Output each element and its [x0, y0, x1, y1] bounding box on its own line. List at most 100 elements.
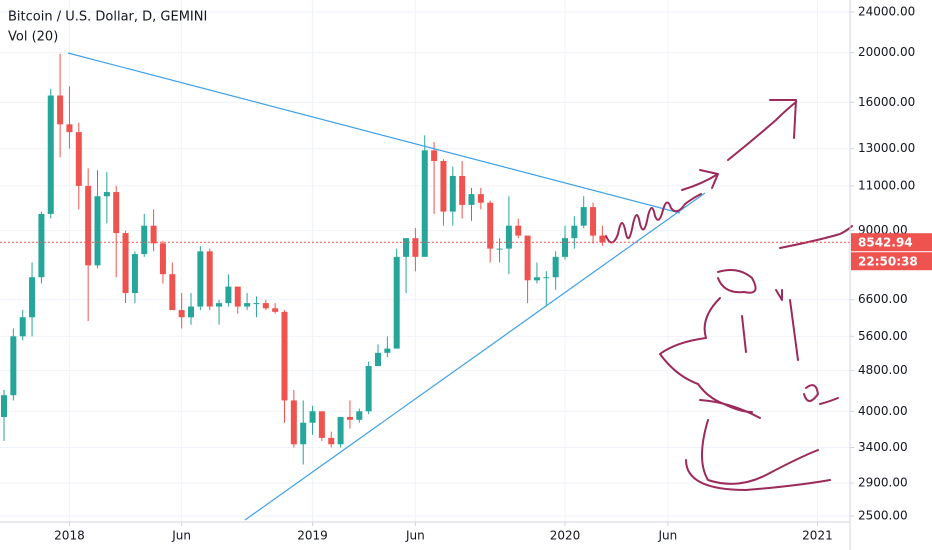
candle-body: [309, 411, 316, 423]
candle-body: [150, 225, 157, 244]
candle-body: [356, 411, 363, 420]
trend-line[interactable]: [67, 52, 681, 214]
y-tick-label: 20000.00: [858, 45, 915, 59]
candle-body: [449, 175, 456, 212]
last-price-box: [851, 233, 932, 252]
candle-body: [346, 416, 353, 420]
y-tick-label: 16000.00: [858, 95, 915, 109]
candle-body: [487, 202, 494, 249]
y-tick-label: 2500.00: [858, 509, 908, 523]
x-tick-label: Jun: [657, 529, 677, 543]
y-tick-label: 5600.00: [858, 329, 908, 343]
candle-body: [440, 160, 447, 212]
candle-body: [599, 235, 606, 243]
candle-body: [169, 274, 176, 311]
candle-body: [272, 308, 279, 312]
x-tick-label: Jun: [405, 529, 425, 543]
candle-body: [159, 243, 166, 275]
candle-body: [131, 254, 138, 294]
y-tick-label: 24000.00: [858, 5, 915, 19]
y-tick-label: 11000.00: [858, 178, 915, 192]
candle-body: [122, 233, 129, 294]
y-tick-label: 4000.00: [858, 404, 908, 418]
axes: 24000.00 20000.00 16000.00 13000.00 11000.00…: [54, 5, 932, 543]
candle-body: [10, 336, 17, 396]
y-tick-label: 3400.00: [858, 440, 908, 454]
candle-body: [57, 95, 64, 125]
candle-body: [403, 238, 410, 257]
candle-body: [468, 194, 475, 205]
candle-body: [515, 225, 522, 236]
countdown-box: [851, 252, 932, 271]
y-tick-label: 4800.00: [858, 363, 908, 377]
trend-line[interactable]: [244, 192, 706, 521]
candle-body: [66, 124, 73, 133]
candle-body: [47, 95, 54, 214]
candle-body: [19, 317, 26, 337]
candle-body: [384, 348, 391, 353]
candle-body: [328, 437, 335, 445]
candle-body: [375, 352, 381, 367]
candle-body: [290, 400, 297, 445]
x-tick-label: 2020: [550, 529, 581, 543]
candle-body: [1, 395, 7, 417]
indicator-label: Vol (20): [8, 30, 58, 45]
candle-body: [477, 194, 484, 203]
candle-body: [113, 192, 120, 234]
x-tick-label: Jun: [171, 529, 191, 543]
candle-body: [421, 150, 428, 257]
candle-body: [459, 175, 466, 205]
candle-body: [590, 207, 597, 236]
candle-body: [234, 286, 241, 307]
candle-body: [580, 207, 587, 226]
y-tick-label: 13000.00: [858, 141, 915, 155]
candle-body: [524, 235, 531, 281]
candle-body: [281, 311, 288, 401]
candle-body: [178, 310, 185, 318]
y-tick-label: 2900.00: [858, 475, 908, 489]
chart-title: Bitcoin / U.S. Dollar, D, GEMINI: [8, 10, 207, 25]
last-price-label: 8542.94: [858, 236, 913, 250]
candle-body: [206, 251, 213, 307]
candle-body: [188, 306, 194, 318]
x-tick-label: 2018: [54, 529, 85, 543]
countdown-label: 22:50:38: [858, 255, 918, 269]
candles: [1, 53, 606, 465]
scribble[interactable]: [803, 384, 839, 405]
candle-body: [197, 251, 204, 307]
candle-body: [29, 277, 36, 318]
candle-body: [505, 225, 512, 249]
candle-body: [262, 303, 269, 309]
scribble[interactable]: [779, 225, 853, 249]
candle-body: [431, 150, 438, 161]
scribbles[interactable]: [605, 99, 853, 491]
candle-body: [571, 225, 578, 239]
candle-body: [141, 225, 148, 255]
candle-body: [103, 192, 110, 197]
candle-body: [412, 238, 419, 257]
scribble[interactable]: [727, 99, 797, 161]
candle-body: [244, 303, 251, 307]
y-tick-label: 6600.00: [858, 292, 908, 306]
x-tick-label: 2021: [802, 529, 833, 543]
candle-body: [533, 277, 540, 281]
candle-body: [496, 248, 503, 250]
scribble[interactable]: [685, 399, 831, 491]
candle-body: [94, 196, 101, 266]
candle-body: [300, 422, 307, 445]
candle-body: [253, 303, 260, 305]
candle-body: [543, 277, 550, 279]
scribble[interactable]: [605, 193, 702, 244]
candle-body: [318, 411, 325, 438]
scribble[interactable]: [659, 269, 799, 413]
candle-body: [216, 303, 223, 307]
x-tick-label: 2019: [297, 529, 328, 543]
candle-body: [38, 213, 45, 278]
scribble[interactable]: [681, 169, 719, 191]
candle-body: [562, 238, 568, 257]
candle-body: [365, 366, 372, 412]
candle-body: [552, 256, 559, 278]
candle-body: [337, 416, 344, 445]
